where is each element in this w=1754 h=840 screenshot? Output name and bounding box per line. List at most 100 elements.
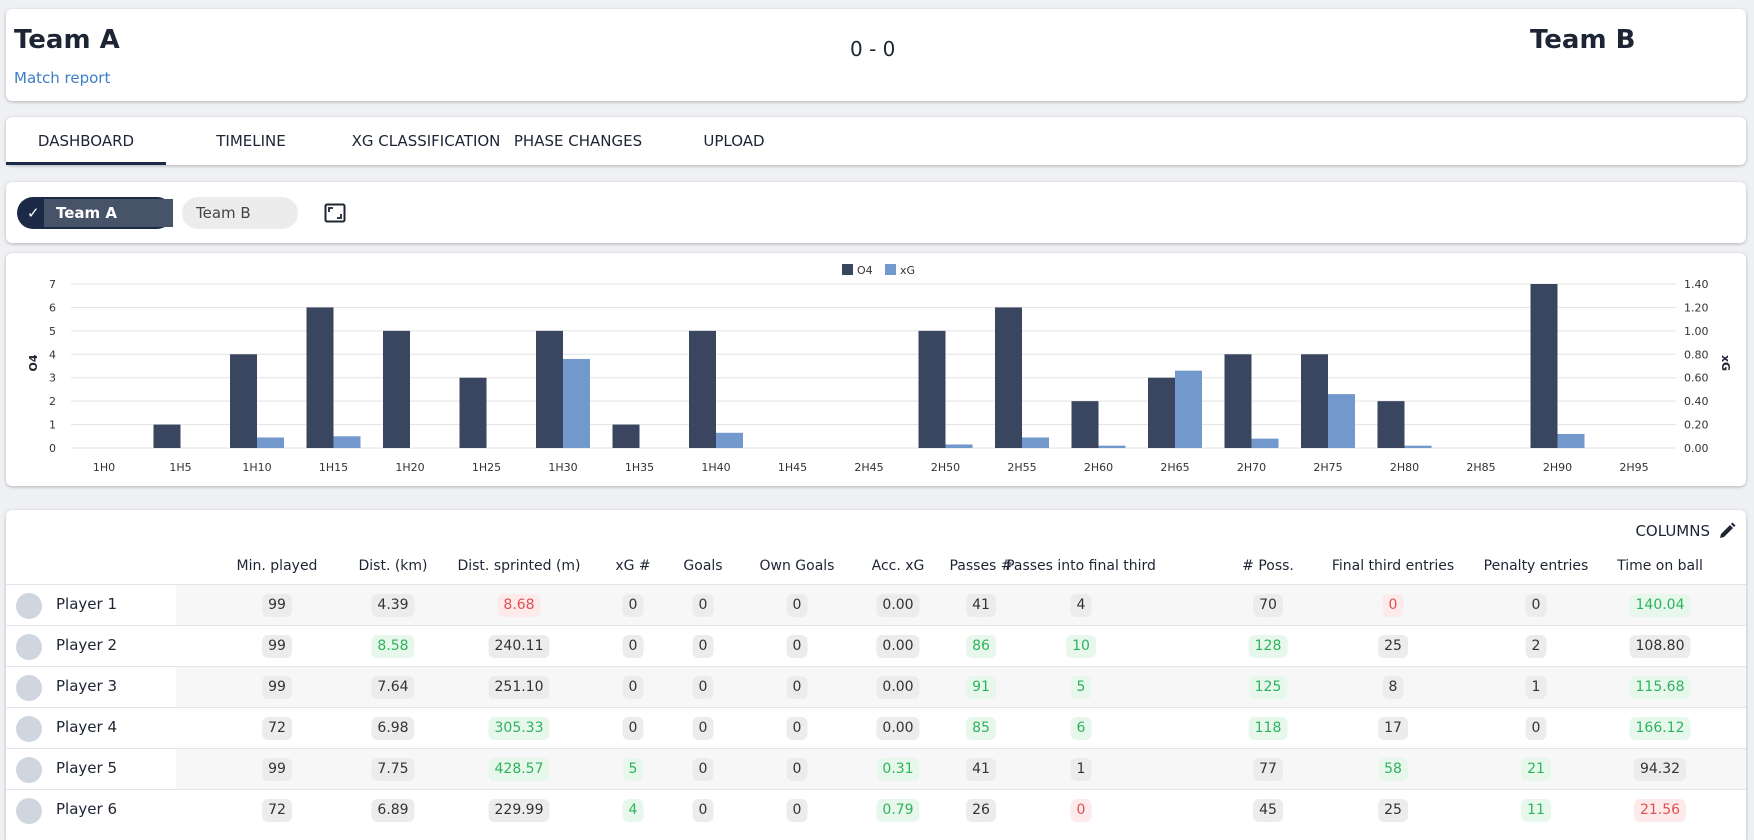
column-header[interactable]: Acc. xG: [871, 558, 925, 574]
player-name[interactable]: Player 5: [56, 759, 117, 777]
legend-swatch-xg: [885, 264, 896, 275]
avatar: [16, 798, 42, 824]
player-cell: Player 4: [6, 708, 176, 748]
stat-value: 0: [622, 594, 644, 617]
column-header[interactable]: Passes into final third: [1006, 558, 1156, 574]
fullscreen-icon[interactable]: [324, 202, 346, 224]
column-header[interactable]: Dist. sprinted (m): [457, 558, 581, 574]
stat-value: 77: [1253, 758, 1283, 781]
stat-value: 8.58: [371, 635, 415, 658]
check-icon: ✓: [27, 204, 40, 222]
bar-o4: [459, 377, 487, 448]
table-row[interactable]: Player 5 99 7.75 428.57 5 0 0 0.31 41 1 77 58 21 94.3…: [6, 748, 1746, 789]
bar-o4: [1377, 401, 1405, 448]
bar-xg: [563, 358, 590, 448]
x-tick-label: 1H20: [395, 461, 424, 474]
legend-swatch-o4: [842, 264, 853, 275]
stat-value: 0: [786, 758, 808, 781]
player-name[interactable]: Player 6: [56, 800, 117, 818]
y-tick-left: 3: [49, 372, 56, 385]
stat-value: 70: [1253, 594, 1283, 617]
x-tick-label: 2H75: [1313, 461, 1342, 474]
stat-value: 8.68: [497, 594, 541, 617]
stat-value: 125: [1248, 676, 1288, 699]
x-tick-label: 2H45: [854, 461, 883, 474]
x-tick-label: 2H50: [931, 461, 960, 474]
stat-value: 10: [1066, 635, 1096, 658]
column-header[interactable]: Min. played: [236, 558, 318, 574]
column-header[interactable]: Own Goals: [759, 558, 835, 574]
player-name[interactable]: Player 1: [56, 595, 117, 613]
team-b-chip[interactable]: Team B: [182, 197, 298, 229]
table-row[interactable]: Player 6 72 6.89 229.99 4 0 0 0.79 26 0 45 25 11 21.5…: [6, 789, 1746, 830]
player-cell: Player 3: [6, 667, 176, 707]
column-header[interactable]: xG #: [615, 558, 651, 574]
team-a-title: Team A: [14, 25, 120, 55]
column-header[interactable]: Time on ball: [1617, 558, 1703, 574]
player-cell: Player 6: [6, 790, 176, 830]
stat-value: 41: [966, 758, 996, 781]
x-tick-label: 1H15: [319, 461, 348, 474]
tab-upload[interactable]: UPLOAD: [703, 132, 765, 150]
player-name[interactable]: Player 3: [56, 677, 117, 695]
table-row[interactable]: Player 4 72 6.98 305.33 0 0 0 0.00 85 6 118 17 0 166.…: [6, 707, 1746, 748]
stat-value: 0: [622, 676, 644, 699]
stat-value: 99: [262, 676, 292, 699]
x-tick-label: 2H90: [1543, 461, 1572, 474]
team-a-chip[interactable]: ✓ Team A: [17, 197, 173, 229]
tab-bar: DASHBOARD TIMELINE XG CLASSIFICATION PHA…: [6, 117, 1746, 165]
stat-value: 0.00: [876, 594, 920, 617]
table-row[interactable]: Player 1 99 4.39 8.68 0 0 0 0.00 41 4 70 0 0 140.04: [6, 584, 1746, 625]
tab-dashboard[interactable]: DASHBOARD: [6, 117, 166, 165]
y-tick-right: 0.20: [1684, 419, 1709, 432]
tab-xg-classification[interactable]: XG CLASSIFICATION: [351, 132, 501, 150]
match-score: 0 - 0: [850, 37, 896, 61]
column-header[interactable]: Dist. (km): [358, 558, 428, 574]
stat-value: 99: [262, 758, 292, 781]
tab-phase-changes[interactable]: PHASE CHANGES: [513, 132, 643, 150]
bar-o4: [612, 424, 640, 448]
player-name[interactable]: Player 4: [56, 718, 117, 736]
stat-value: 0.31: [876, 758, 920, 781]
x-tick-label: 2H60: [1084, 461, 1113, 474]
bar-o4: [153, 424, 181, 448]
columns-button[interactable]: COLUMNS: [1635, 522, 1736, 540]
stat-value: 0: [786, 594, 808, 617]
column-header[interactable]: Penalty entries: [1483, 558, 1589, 574]
stat-value: 86: [966, 635, 996, 658]
columns-label: COLUMNS: [1635, 522, 1710, 540]
x-tick-label: 1H45: [778, 461, 807, 474]
stat-value: 41: [966, 594, 996, 617]
stat-value: 7.75: [371, 758, 415, 781]
stat-value: 58: [1378, 758, 1408, 781]
player-name[interactable]: Player 2: [56, 636, 117, 654]
bar-o4: [689, 330, 716, 448]
bar-o4: [1071, 401, 1099, 448]
table-row[interactable]: Player 2 99 8.58 240.11 0 0 0 0.00 86 10 128 25 2 108…: [6, 625, 1746, 666]
stat-value: 17: [1378, 717, 1408, 740]
stat-value: 99: [262, 594, 292, 617]
stat-value: 25: [1378, 799, 1408, 822]
column-header[interactable]: Passes #: [949, 558, 1013, 574]
column-header[interactable]: # Poss.: [1242, 558, 1294, 574]
bar-o4: [1148, 377, 1175, 448]
column-header[interactable]: Goals: [683, 558, 723, 574]
y-tick-left: 0: [49, 442, 56, 455]
bar-xg: [1557, 433, 1585, 448]
x-tick-label: 2H85: [1466, 461, 1495, 474]
tab-timeline[interactable]: TIMELINE: [216, 132, 286, 150]
bar-xg: [716, 432, 743, 448]
match-report-link[interactable]: Match report: [14, 69, 111, 87]
y-axis-label-left: O4: [27, 354, 40, 371]
bar-o4: [306, 307, 334, 448]
stat-value: 5: [622, 758, 644, 781]
column-header[interactable]: Final third entries: [1331, 558, 1455, 574]
team-a-chip-label: Team A: [44, 199, 173, 227]
x-tick-label: 1H10: [242, 461, 271, 474]
y-tick-left: 6: [49, 301, 56, 314]
x-tick-label: 2H80: [1390, 461, 1419, 474]
stat-value: 0: [692, 635, 714, 658]
table-row[interactable]: Player 3 99 7.64 251.10 0 0 0 0.00 91 5 125 8 1 115.6…: [6, 666, 1746, 707]
stat-value: 0: [692, 758, 714, 781]
stat-value: 1: [1525, 676, 1547, 699]
